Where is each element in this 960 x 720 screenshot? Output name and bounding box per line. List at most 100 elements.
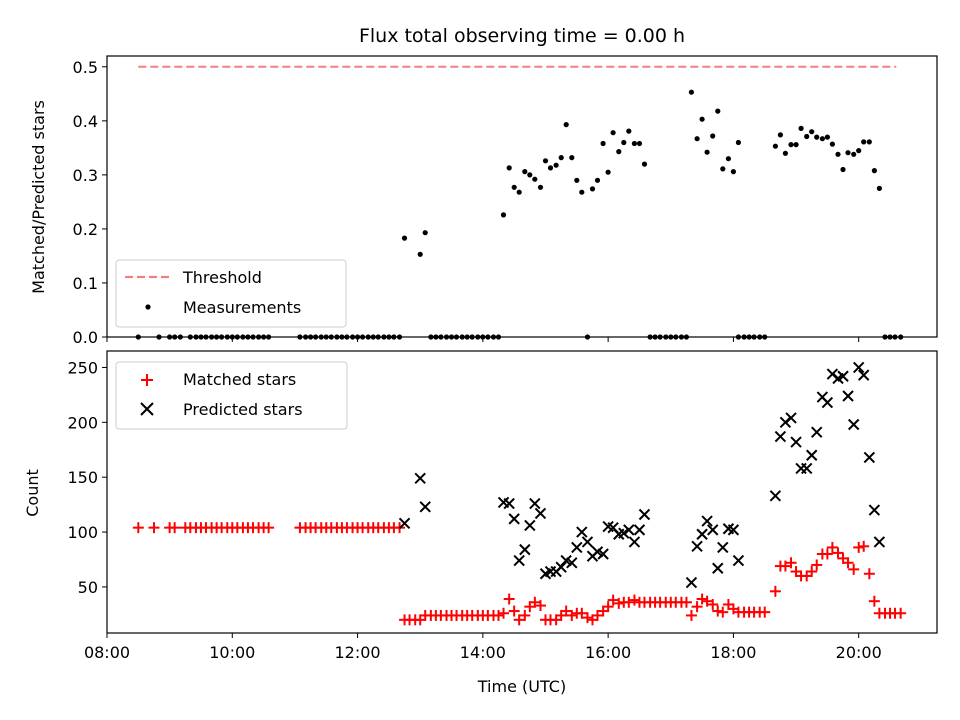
predicted-star-point [618, 527, 630, 539]
bottom-y-tick-label: 150 [67, 468, 98, 487]
measurement-point [547, 165, 554, 171]
predicted-star-point [529, 497, 541, 510]
matched-star-point [848, 563, 860, 575]
predicted-star-point [769, 490, 782, 502]
matched-star-point [785, 557, 797, 569]
matched-star-point [821, 548, 833, 560]
predicted-star-point [696, 528, 708, 540]
predicted-star-point [571, 541, 583, 554]
legend-matched-swatch [141, 374, 153, 386]
predicted-star-point [800, 462, 813, 475]
bottom-plot-marks [132, 361, 907, 626]
predicted-star-point [811, 426, 823, 438]
matched-star-point [534, 600, 546, 612]
matched-star-point [169, 522, 181, 534]
measurement-point [777, 132, 784, 138]
matched-star-point [691, 601, 703, 613]
measurement-point [605, 169, 611, 175]
matched-star-point [529, 596, 541, 608]
measurement-point [616, 149, 622, 155]
measurement-point [516, 189, 522, 195]
bottom-y-tick-label: 200 [67, 413, 98, 432]
matched-star-point [623, 596, 635, 608]
bottom-panel: 50 100 150 200 250 08:00 10:00 12:00 14:00 16:00… [23, 350, 938, 696]
measurement-point [563, 122, 569, 128]
matched-star-point [566, 609, 578, 621]
measurement-point [527, 172, 533, 178]
measurement-point [829, 141, 836, 147]
bottom-y-ticks: 50 100 150 200 250 [67, 358, 107, 597]
measurement-point [845, 150, 851, 156]
predicted-star-point [623, 524, 635, 536]
predicted-star-point [806, 449, 818, 461]
measurement-point [866, 139, 872, 145]
predicted-star-point [712, 562, 724, 574]
predicted-star-point [727, 524, 740, 536]
measurement-point [631, 140, 638, 147]
matched-star-point [779, 560, 791, 572]
top-legend: Threshold Measurements [115, 259, 347, 328]
measurement-point [610, 130, 616, 136]
measurement-point [730, 169, 737, 175]
predicted-star-point [597, 548, 609, 560]
matched-star-point [508, 605, 520, 617]
top-axes-frame [106, 55, 938, 338]
bottom-y-tick-label: 50 [78, 578, 98, 597]
top-panel: 0.0 0.1 0.2 0.3 0.4 0.5 Matched/Predicted sta… [29, 55, 938, 347]
measurement-point [506, 165, 512, 171]
bottom-x-tick-label: 12:00 [335, 643, 381, 662]
measurement-point [851, 151, 857, 157]
matched-star-point [712, 605, 724, 617]
measurement-point [621, 139, 627, 146]
bottom-y-tick-label: 250 [67, 358, 98, 377]
measurement-point [589, 186, 596, 192]
matched-star-point [498, 607, 510, 619]
bottom-x-axis-label: Time (UTC) [477, 677, 566, 696]
predicted-star-point [785, 412, 797, 424]
top-y-tick-label: 0.1 [73, 274, 98, 293]
measurement-point [772, 143, 779, 149]
matched-star-point [707, 598, 719, 610]
predicted-star-point [863, 451, 876, 464]
measurement-point [636, 140, 643, 147]
matched-star-point [769, 585, 781, 597]
matched-star-point [863, 568, 875, 580]
bottom-legend-box [115, 361, 348, 430]
measurement-point [641, 161, 648, 167]
predicted-star-point [419, 501, 431, 513]
matched-star-point [701, 595, 713, 607]
measurement-point [553, 162, 559, 168]
matched-star-point [513, 614, 525, 626]
measurement-point [861, 139, 867, 145]
top-chart-title: Flux total observing time = 0.00 h [359, 25, 685, 47]
predicted-star-point [513, 554, 525, 567]
measurement-point [804, 133, 810, 140]
top-y-tick-label: 0.2 [73, 220, 98, 239]
top-y-tick-label: 0.5 [73, 58, 98, 77]
predicted-star-point [524, 519, 536, 532]
measurement-point [710, 133, 716, 139]
measurement-point [699, 116, 705, 122]
legend-predicted-label: Predicted stars [183, 400, 303, 419]
measurement-point [688, 89, 695, 95]
predicted-star-point [852, 361, 865, 374]
matched-star-point [613, 597, 625, 609]
predicted-star-point [858, 369, 870, 381]
matched-star-point [826, 541, 838, 553]
measurement-point [417, 251, 423, 257]
predicted-star-point [628, 536, 641, 548]
measurement-point [720, 166, 726, 172]
predicted-star-point [868, 504, 881, 516]
measurement-point [694, 136, 700, 142]
matched-star-point [503, 593, 515, 605]
predicted-star-point [398, 517, 411, 529]
matched-star-point [263, 522, 275, 534]
bottom-x-tick-label: 08:00 [84, 643, 130, 662]
measurement-point [500, 212, 507, 218]
matched-star-point [811, 559, 823, 571]
predicted-star-point [519, 543, 531, 556]
measurement-point [824, 134, 831, 140]
predicted-star-point [534, 507, 547, 520]
predicted-star-point [633, 524, 646, 536]
